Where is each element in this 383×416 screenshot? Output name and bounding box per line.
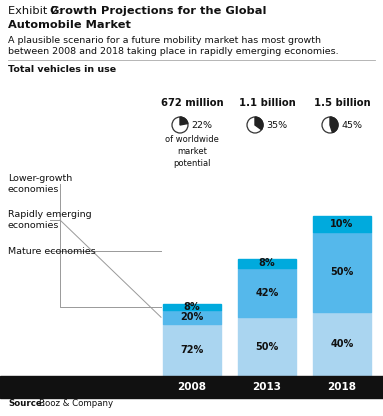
Text: 50%: 50% xyxy=(331,267,354,277)
Text: of worldwide
market
potential: of worldwide market potential xyxy=(165,135,219,168)
Wedge shape xyxy=(255,117,263,130)
Text: Total vehicles in use: Total vehicles in use xyxy=(8,65,116,74)
Text: A plausible scenario for a future mobility market has most growth: A plausible scenario for a future mobili… xyxy=(8,36,321,45)
Text: 10%: 10% xyxy=(331,219,354,229)
Circle shape xyxy=(172,117,188,133)
Text: 2013: 2013 xyxy=(252,382,282,392)
Text: 35%: 35% xyxy=(266,121,287,129)
Text: Booz & Company: Booz & Company xyxy=(39,399,113,408)
Circle shape xyxy=(247,117,263,133)
Text: Source:: Source: xyxy=(8,399,45,408)
Text: 1.5 billion: 1.5 billion xyxy=(314,98,370,108)
Text: Growth Projections for the Global: Growth Projections for the Global xyxy=(50,6,267,16)
Text: 8%: 8% xyxy=(259,258,275,268)
Text: 672 million: 672 million xyxy=(161,98,223,108)
Circle shape xyxy=(322,117,338,133)
Text: 50%: 50% xyxy=(255,342,278,352)
Wedge shape xyxy=(330,117,338,133)
Text: 2008: 2008 xyxy=(177,382,206,392)
Text: 2018: 2018 xyxy=(327,382,357,392)
Bar xyxy=(163,324,221,376)
Text: 22%: 22% xyxy=(191,121,212,129)
Text: 40%: 40% xyxy=(331,339,354,349)
Text: 45%: 45% xyxy=(341,121,362,129)
Text: 8%: 8% xyxy=(184,302,200,312)
Bar xyxy=(0,376,383,398)
Text: 20%: 20% xyxy=(180,312,204,322)
Bar xyxy=(313,312,371,376)
Wedge shape xyxy=(180,117,188,125)
Bar xyxy=(313,232,371,312)
Text: between 2008 and 2018 taking place in rapidly emerging economies.: between 2008 and 2018 taking place in ra… xyxy=(8,47,339,56)
Text: Mature economies: Mature economies xyxy=(8,247,96,255)
Bar xyxy=(238,317,296,376)
Text: 42%: 42% xyxy=(255,288,278,298)
Bar xyxy=(313,216,371,232)
Bar xyxy=(238,259,296,268)
Bar xyxy=(238,268,296,317)
Text: 1.1 billion: 1.1 billion xyxy=(239,98,295,108)
Text: 72%: 72% xyxy=(180,345,204,355)
Text: Automobile Market: Automobile Market xyxy=(8,20,131,30)
Text: Lower-growth
economies: Lower-growth economies xyxy=(8,174,72,194)
Bar xyxy=(163,305,221,310)
Bar xyxy=(163,310,221,324)
Text: Exhibit 2:: Exhibit 2: xyxy=(8,6,65,16)
Text: Rapidly emerging
economies: Rapidly emerging economies xyxy=(8,210,92,230)
